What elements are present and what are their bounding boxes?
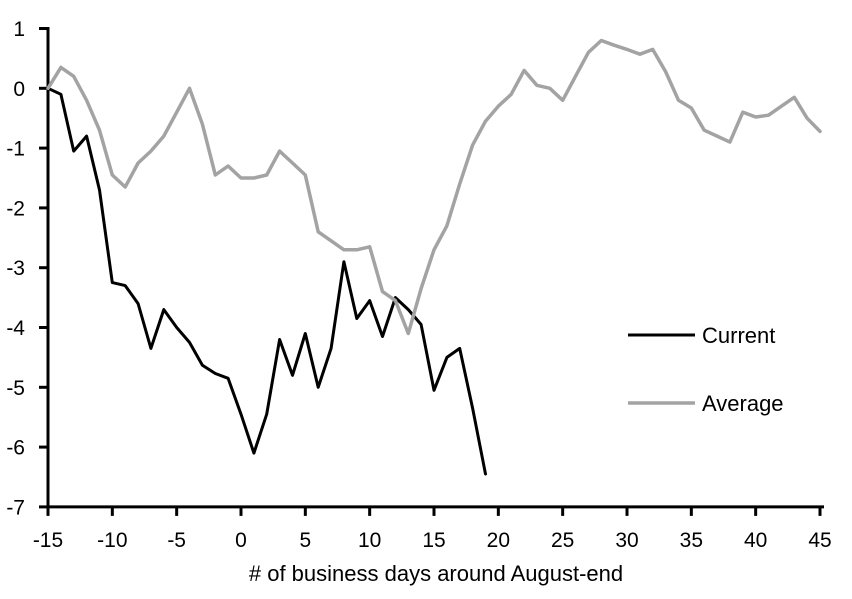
y-tick-label: -6 [6, 437, 25, 460]
x-tick-label: 5 [299, 529, 311, 552]
legend: Current Average [628, 323, 784, 416]
y-tick-label: -3 [6, 257, 25, 280]
legend-label-current: Current [702, 323, 775, 348]
x-tick-label: 30 [615, 529, 638, 552]
x-tick-label: 0 [235, 529, 247, 552]
x-tick-label: -5 [167, 529, 186, 552]
y-tick-label: 0 [13, 78, 25, 101]
axes: 10-1-2-3-4-5-6-7-15 -10 -5 0 5 10 15 20 25 30 35 40… [6, 18, 831, 552]
x-tick-label: 35 [680, 529, 703, 552]
y-tick-label: -2 [6, 197, 25, 220]
y-tick-label: -7 [6, 496, 25, 519]
legend-label-average: Average [702, 391, 784, 416]
x-tick-label: 25 [551, 529, 574, 552]
series-lines [46, 38, 822, 476]
x-tick-label: 15 [422, 529, 445, 552]
x-tick-label: -10 [97, 529, 127, 552]
x-tick-label: -15 [33, 529, 63, 552]
x-tick-label: 20 [487, 529, 510, 552]
y-tick-label: -5 [6, 377, 25, 400]
y-tick-label: 1 [13, 18, 25, 41]
x-tick-label: 40 [744, 529, 767, 552]
series-line-average [46, 38, 822, 336]
y-tick-label: -1 [6, 138, 25, 161]
x-axis-title: # of business days around August-end [249, 561, 623, 586]
x-tick-label: 45 [808, 529, 831, 552]
y-tick-label: -4 [6, 317, 25, 340]
series-line-current [46, 86, 487, 476]
x-tick-label: 10 [358, 529, 381, 552]
